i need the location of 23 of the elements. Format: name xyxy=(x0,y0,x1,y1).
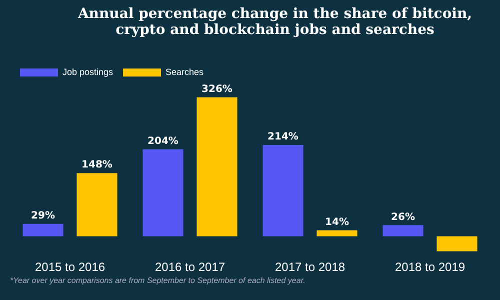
bar xyxy=(22,224,64,236)
x-tick-label: 2015 to 2016 xyxy=(34,260,106,274)
bar xyxy=(142,149,184,236)
legend-label: Searches xyxy=(166,66,204,77)
bar xyxy=(196,97,238,236)
data-label: 148% xyxy=(82,160,112,171)
x-tick-label: 2018 to 2019 xyxy=(394,260,466,274)
data-label: 204% xyxy=(148,136,178,147)
text: *Year over year comparisons are from September to September of each listed year. xyxy=(10,276,306,286)
bar xyxy=(436,236,478,252)
bar xyxy=(382,225,424,236)
data-label: 14% xyxy=(325,216,349,228)
x-tick-label: 2017 to 2018 xyxy=(274,260,346,274)
bar xyxy=(316,230,358,236)
data-label: 29% xyxy=(31,210,55,222)
legend-label: Job postings xyxy=(62,66,114,77)
bar xyxy=(76,173,118,236)
chart-title: Annual percentage change in the share of bitcoin, crypto and blockchain jobs and searches xyxy=(76,6,474,38)
data-label: 326% xyxy=(202,84,232,95)
bar xyxy=(262,145,304,236)
data-label: 214% xyxy=(268,132,298,143)
data-label: 26% xyxy=(391,212,415,223)
x-tick-label: 2016 to 2017 xyxy=(154,260,226,274)
